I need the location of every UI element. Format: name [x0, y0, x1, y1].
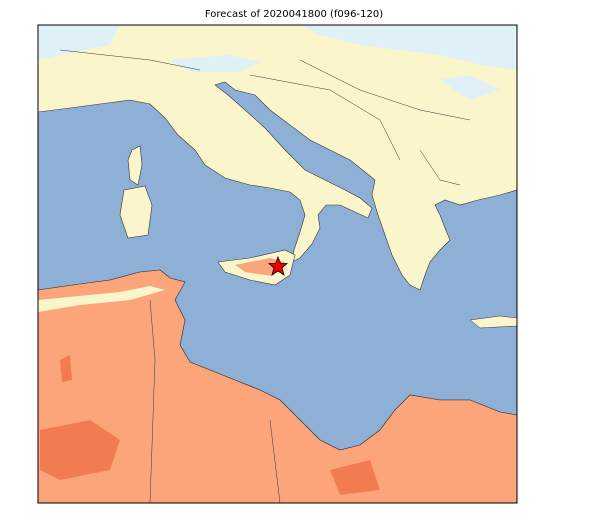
crete	[469, 315, 517, 329]
cold-highland	[38, 25, 517, 100]
event-star	[267, 255, 289, 276]
border	[59, 49, 471, 503]
map-frame	[37, 24, 518, 504]
africa	[38, 269, 517, 503]
corsica	[127, 145, 143, 186]
warm-patch	[40, 355, 380, 495]
coastal-strip	[38, 286, 165, 312]
sicily-warm	[235, 258, 285, 276]
title: Forecast of 2020041800 (f096-120)	[205, 9, 383, 20]
map	[38, 25, 517, 503]
sardinia	[119, 185, 153, 239]
